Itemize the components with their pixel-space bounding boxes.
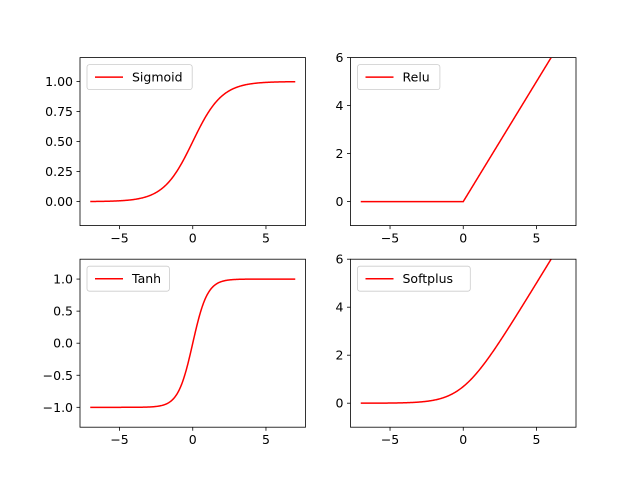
x-tick-label: 0 bbox=[459, 231, 467, 246]
y-tick-label: 1.0 bbox=[53, 272, 73, 287]
subplot-relu: −5 0 5 0 2 4 6 Relu bbox=[336, 50, 577, 246]
y-tick-label: 0.50 bbox=[45, 134, 73, 149]
relu-line bbox=[360, 57, 552, 203]
legend-box bbox=[357, 265, 471, 292]
legend-label: Softplus bbox=[403, 271, 454, 286]
y-tick-label: 4 bbox=[336, 300, 344, 315]
y-tick-label: 2 bbox=[336, 348, 344, 363]
legend-box bbox=[357, 64, 441, 90]
y-tick-label: 0.5 bbox=[53, 304, 73, 319]
legend-box bbox=[86, 64, 193, 90]
y-tick-label: 0.0 bbox=[53, 336, 73, 351]
y-tick-label: 6 bbox=[336, 50, 344, 65]
y-tick-label: −0.5 bbox=[43, 368, 73, 383]
legend-box bbox=[86, 265, 170, 292]
y-tick-label: 4 bbox=[336, 98, 344, 113]
y-tick-label: 2 bbox=[336, 146, 344, 161]
x-tick-label: 0 bbox=[189, 231, 197, 246]
y-tick-label: −1.0 bbox=[43, 400, 73, 415]
y-tick-label: 6 bbox=[336, 252, 344, 267]
x-tick-label: 5 bbox=[532, 231, 540, 246]
softplus-line bbox=[360, 259, 552, 404]
x-tick-label: −5 bbox=[381, 231, 399, 246]
subplot-tanh: −5 0 5 −1.0 −0.5 0.0 0.5 1.0 Tanh bbox=[43, 258, 306, 447]
y-tick-label: 0.25 bbox=[45, 164, 73, 179]
legend-label: Tanh bbox=[131, 271, 161, 286]
legend-label: Sigmoid bbox=[132, 70, 183, 85]
x-tick-label: −5 bbox=[110, 231, 128, 246]
x-tick-label: 5 bbox=[532, 432, 540, 447]
y-tick-label: 0.00 bbox=[45, 194, 73, 209]
y-tick-label: 0.75 bbox=[45, 104, 73, 119]
y-tick-label: 0 bbox=[336, 396, 344, 411]
subplot-sigmoid: −5 0 5 0.00 0.25 0.50 0.75 1.00 Sigmoid bbox=[45, 57, 306, 246]
subplot-softplus: −5 0 5 0 2 4 6 Softplus bbox=[336, 252, 577, 447]
x-tick-label: 5 bbox=[262, 432, 270, 447]
sigmoid-line bbox=[90, 80, 296, 203]
x-tick-label: 5 bbox=[262, 231, 270, 246]
tanh-line bbox=[90, 278, 296, 409]
x-tick-label: −5 bbox=[110, 432, 128, 447]
y-tick-label: 0 bbox=[336, 194, 344, 209]
x-tick-label: −5 bbox=[381, 432, 399, 447]
legend-label: Relu bbox=[403, 70, 430, 85]
x-tick-label: 0 bbox=[189, 432, 197, 447]
y-tick-label: 1.00 bbox=[45, 74, 73, 89]
x-tick-label: 0 bbox=[459, 432, 467, 447]
